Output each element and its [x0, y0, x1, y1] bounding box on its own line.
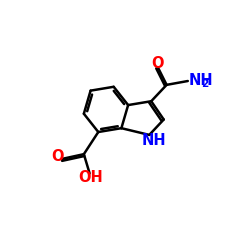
- Text: OH: OH: [78, 170, 103, 185]
- Text: NH: NH: [189, 72, 214, 88]
- Text: O: O: [52, 148, 64, 164]
- Text: NH: NH: [142, 133, 167, 148]
- Text: O: O: [151, 56, 163, 71]
- Text: 2: 2: [201, 78, 208, 88]
